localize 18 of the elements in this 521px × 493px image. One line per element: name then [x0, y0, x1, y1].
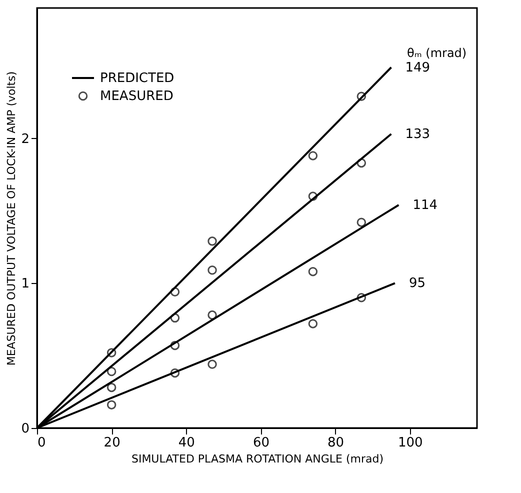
- annotation: θₘ (mrad): [407, 46, 467, 60]
- y-tick-label: 1: [21, 276, 30, 292]
- y-tick-label: 2: [21, 132, 30, 147]
- x-tick-label: 80: [328, 436, 344, 450]
- x-tick-label: 100: [398, 436, 423, 450]
- y-axis-title: MEASURED OUTPUT VOLTAGE OF LOCK-IN AMP (volts): [5, 71, 18, 366]
- x-tick-label: 40: [178, 436, 195, 450]
- x-axis-title: SIMULATED PLASMA ROTATION ANGLE (mrad): [131, 452, 384, 466]
- series-label: 133: [405, 127, 430, 142]
- x-tick-label: 60: [252, 436, 270, 450]
- series-label: 114: [412, 198, 438, 213]
- x-tick-label: 20: [104, 436, 120, 450]
- series-label: 95: [408, 276, 426, 292]
- annotation: PREDICTED: [100, 71, 174, 86]
- x-tick-label: 0: [38, 436, 46, 450]
- y-tick-label: 0: [21, 422, 30, 436]
- legend-label: MEASURED: [100, 89, 174, 104]
- series-label: 149: [405, 60, 430, 76]
